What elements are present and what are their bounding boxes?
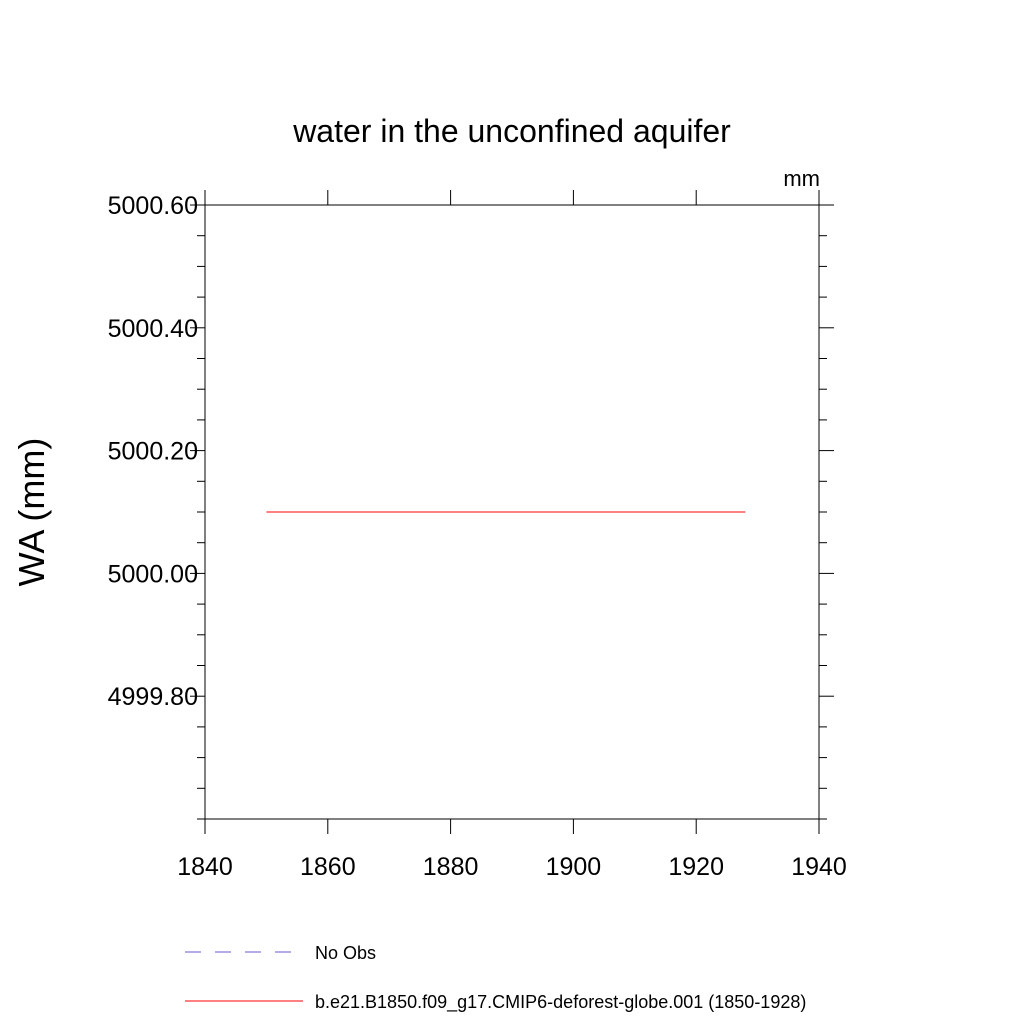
legend-entry-label: No Obs [315, 943, 376, 963]
x-axis-ticks: 1840 1860 1880 1900 1920 1940 [177, 190, 847, 881]
y-tick-label: 5000.40 [108, 315, 198, 343]
x-tick-label: 1900 [546, 853, 602, 881]
x-tick-label: 1940 [791, 853, 847, 881]
y-tick-label: 5000.60 [108, 192, 198, 220]
chart-title: water in the unconfined aquifer [292, 113, 731, 149]
y-tick-label: 5000.00 [108, 560, 198, 588]
y-tick-label: 5000.20 [108, 438, 198, 466]
legend-entry-label: b.e21.B1850.f09_g17.CMIP6-deforest-globe… [315, 992, 806, 1013]
x-tick-label: 1860 [300, 853, 356, 881]
y-tick-label: 4999.80 [108, 683, 198, 711]
y-axis-ticks: 4999.80 5000.00 5000.20 5000.40 5000.60 [108, 192, 834, 820]
legend: No Obs b.e21.B1850.f09_g17.CMIP6-deforest… [185, 943, 806, 1013]
y-axis-label: WA (mm) [11, 438, 52, 587]
x-tick-label: 1840 [177, 853, 233, 881]
units-label: mm [783, 166, 820, 191]
x-tick-label: 1920 [668, 853, 724, 881]
x-tick-label: 1880 [423, 853, 479, 881]
